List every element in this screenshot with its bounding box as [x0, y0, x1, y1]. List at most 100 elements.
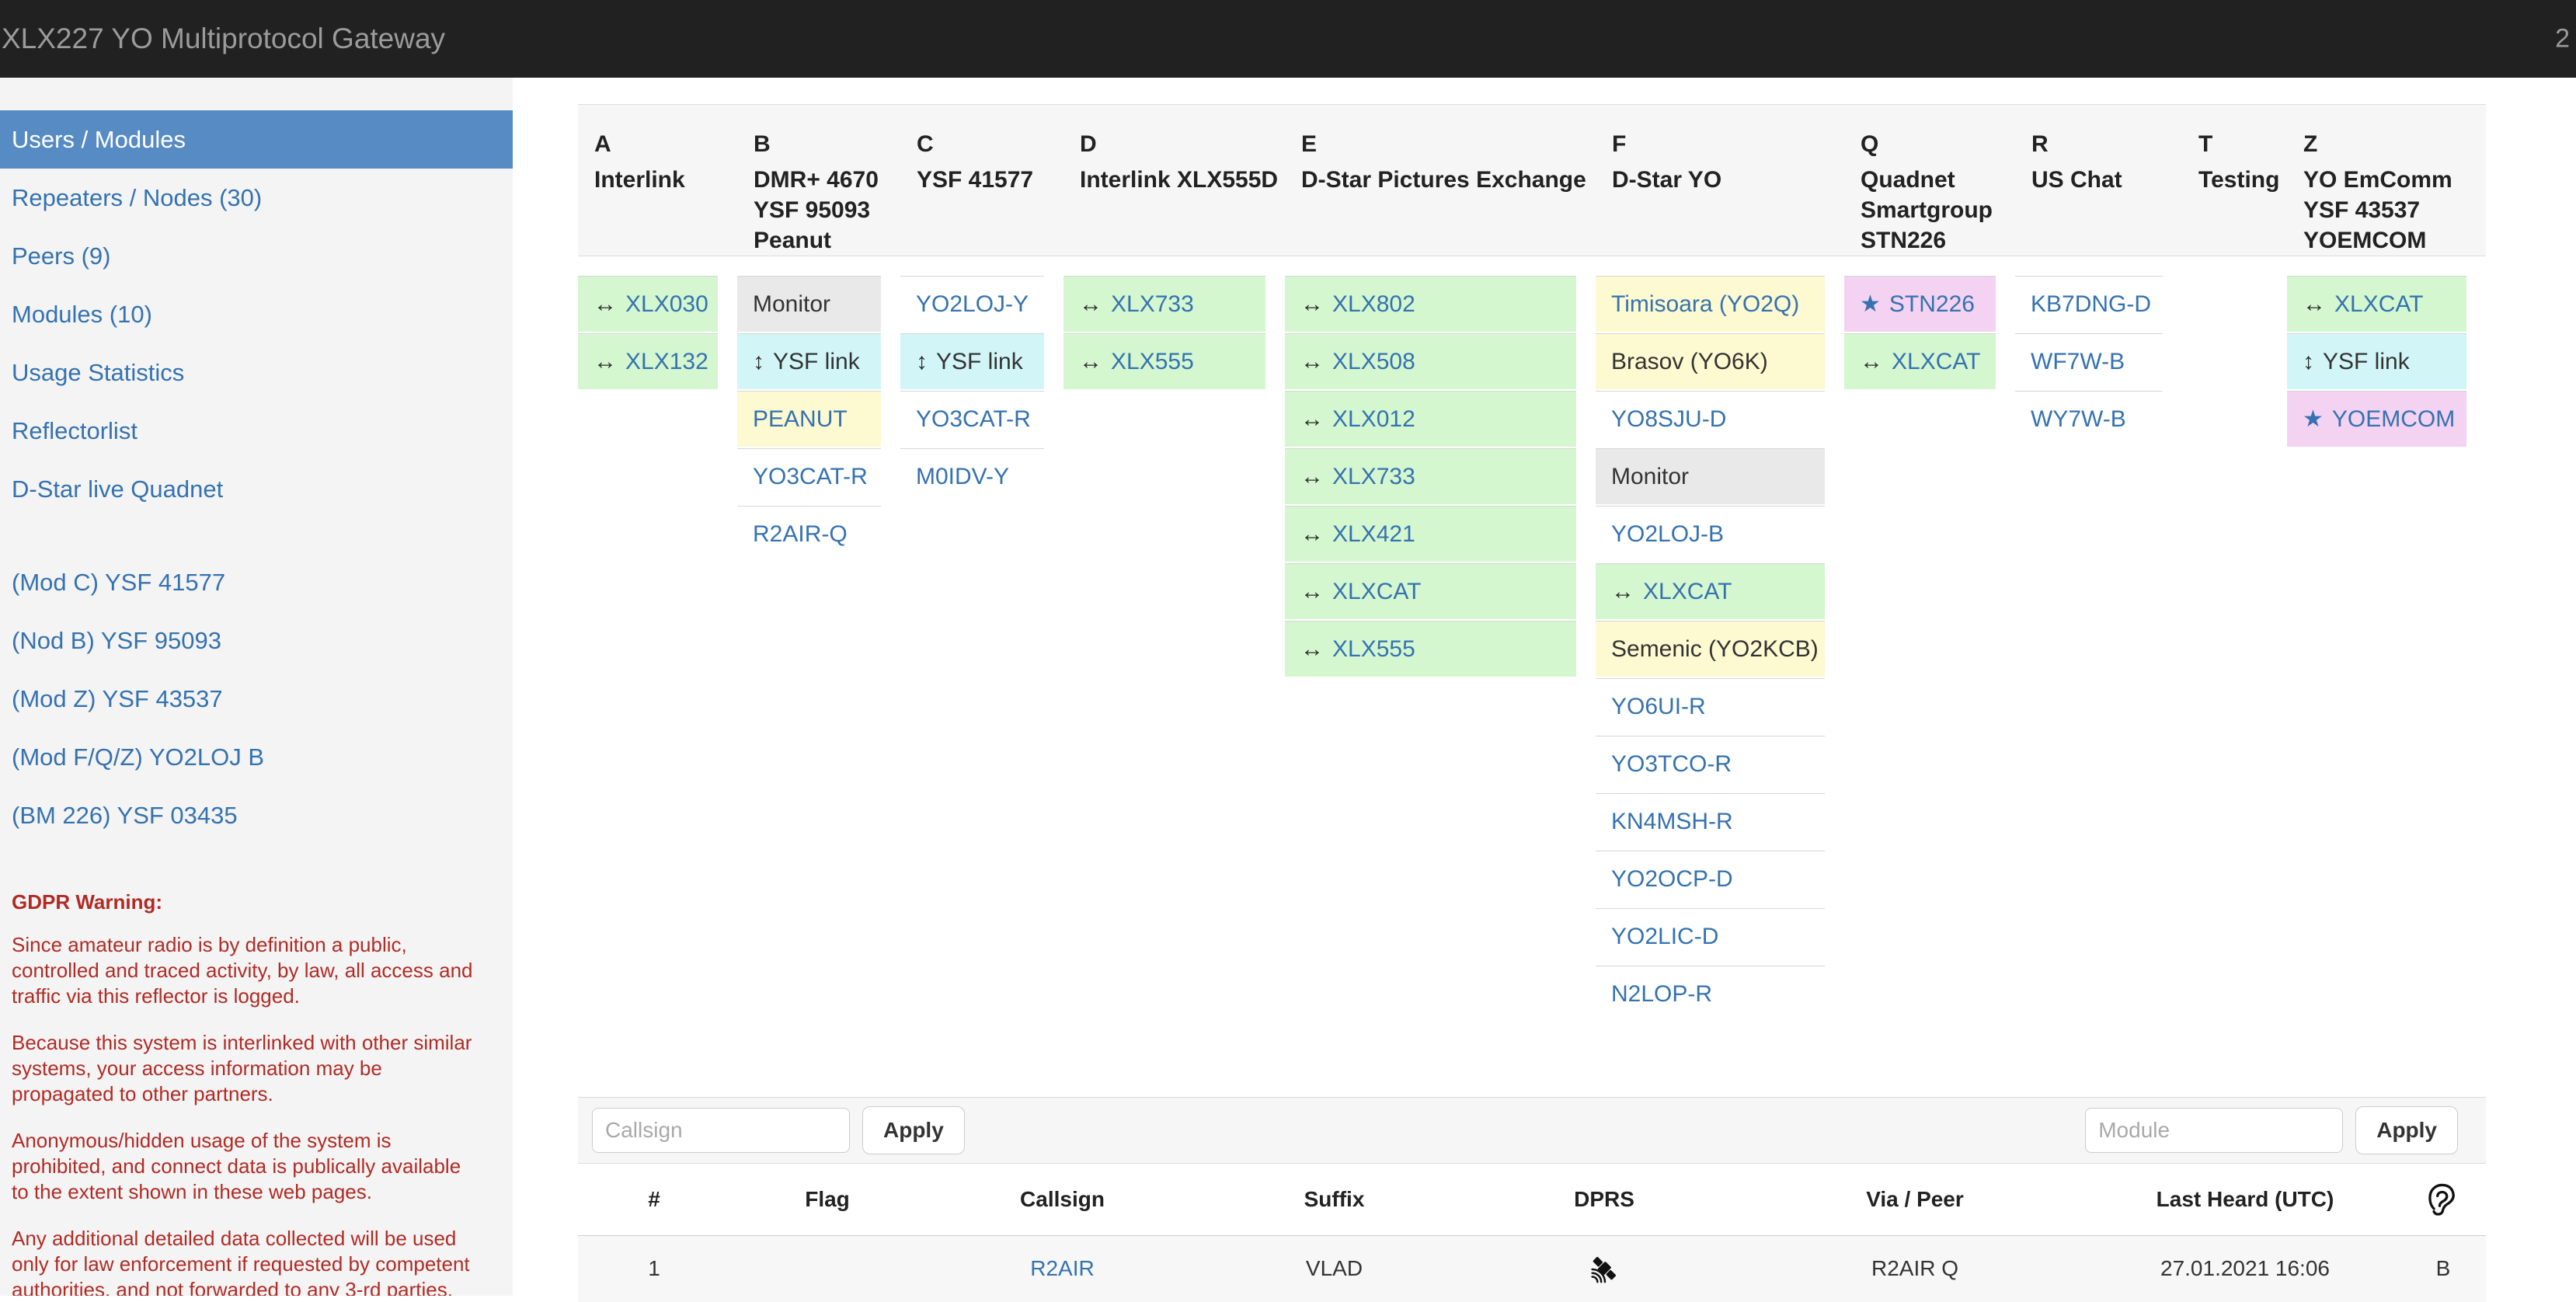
interlink-arrow-icon: ↔ [1300, 348, 1324, 374]
interlink-arrow-icon: ↔ [594, 348, 617, 374]
link-xlx421[interactable]: XLX421 [1332, 520, 1415, 547]
link-xlxcat[interactable]: XLXCAT [1892, 348, 1981, 374]
user-flag [730, 1235, 924, 1302]
module-name-ysf-43537: YSF 43537 [2303, 197, 2421, 223]
module-letter-A: A [594, 131, 611, 157]
link-xlxcat[interactable]: XLXCAT [2334, 291, 2424, 317]
link-xlx030[interactable]: XLX030 [625, 291, 708, 317]
label-semenic-yo2kcb: Semenic (YO2KCB) [1611, 635, 1819, 662]
sidebar-item-peers[interactable]: Peers (9) [12, 242, 111, 270]
gdpr-paragraph: Any additional detailed data collected w… [12, 1227, 470, 1296]
link-yo2loj-y[interactable]: YO2LOJ-Y [916, 291, 1029, 317]
module-cell-xlx555: ↔ XLX555 [1285, 621, 1576, 677]
module-name-ysf-95093: YSF 95093 [754, 197, 871, 223]
module-filter-input[interactable] [2085, 1108, 2344, 1153]
module-cell-yo8sju-d: YO8SJU-D [1596, 391, 1825, 447]
link-xlx132[interactable]: XLX132 [625, 348, 708, 374]
link-yo3tco-r[interactable]: YO3TCO-R [1611, 750, 1732, 777]
module-apply-button[interactable]: Apply [2355, 1106, 2458, 1154]
module-header-R: R US Chat [2015, 104, 2182, 256]
link-xlx508[interactable]: XLX508 [1332, 348, 1415, 374]
module-header-D: D Interlink XLX555D [1063, 104, 1285, 256]
module-cell-monitor: Monitor [737, 276, 881, 332]
link-timisoara-yo2q[interactable]: Timisoara (YO2Q) [1611, 291, 1800, 317]
link-yoemcom[interactable]: YOEMCOM [2331, 406, 2456, 432]
gdpr-title: GDPR Warning: [12, 890, 163, 914]
link-xlx555[interactable]: XLX555 [1332, 635, 1415, 662]
link-kb7dng-d[interactable]: KB7DNG-D [2031, 291, 2152, 317]
interlink-arrow-icon: ↔ [1300, 406, 1324, 432]
interlink-arrow-icon: ↔ [594, 291, 617, 317]
link-xlxcat[interactable]: XLXCAT [1643, 578, 1732, 604]
module-cell-yo2ocp-d: YO2OCP-D [1596, 851, 1825, 907]
link-m0idv-y[interactable]: M0IDV-Y [916, 463, 1010, 489]
gdpr-paragraph: Because this system is interlinked with … [12, 1031, 472, 1105]
module-cell-yo6ui-r: YO6UI-R [1596, 678, 1825, 734]
sidebar-item-dstar-live-quadnet[interactable]: D-Star live Quadnet [12, 475, 224, 503]
module-name-ysf-41577: YSF 41577 [917, 167, 1034, 193]
ysf-link-arrow-icon: ↕ [916, 348, 928, 374]
link-xlx733[interactable]: XLX733 [1111, 291, 1194, 317]
interlink-arrow-icon: ↔ [1611, 578, 1634, 604]
module-cell-yo2loj-y: YO2LOJ-Y [900, 276, 1044, 332]
user-suffix: VLAD [1200, 1235, 1468, 1302]
module-header-Q: Q Quadnet Smartgroup STN226 [1844, 104, 2015, 256]
link-peanut[interactable]: PEANUT [753, 406, 848, 432]
link-n2lop-r[interactable]: N2LOP-R [1611, 980, 1713, 1007]
sidebar-item-usage-statistics[interactable]: Usage Statistics [12, 358, 185, 386]
link-yo2lic-d[interactable]: YO2LIC-D [1611, 923, 1719, 949]
main-panel: A Interlink ↔ XLX030 ↔ XLX132 B DMR+ 4670 YSF 95… [513, 78, 2576, 1302]
link-stn226[interactable]: STN226 [1888, 291, 1975, 317]
link-wf7w-b[interactable]: WF7W-B [2031, 348, 2125, 374]
sidebar-item-mod-c-ysf-41577[interactable]: (Mod C) YSF 41577 [12, 568, 226, 596]
star-icon: ★ [1860, 291, 1881, 317]
link-yo2loj-b[interactable]: YO2LOJ-B [1611, 520, 1725, 547]
interlink-arrow-icon: ↔ [1300, 578, 1324, 604]
sidebar-item-repeaters-nodes[interactable]: Repeaters / Nodes (30) [12, 183, 263, 211]
sidebar-item-users-modules[interactable]: Users / Modules [0, 110, 513, 169]
module-name-quadnet: Quadnet [1861, 167, 1955, 193]
module-cell-xlxcat: ↔ XLXCAT [2287, 276, 2466, 332]
link-xlx012[interactable]: XLX012 [1332, 406, 1415, 432]
via-peer-column-header: Via / Peer [1740, 1164, 2090, 1236]
module-letter-R: R [2031, 131, 2049, 157]
module-cell-monitor: Monitor [1596, 448, 1825, 504]
ear-icon [2428, 1183, 2455, 1216]
link-yo2ocp-d[interactable]: YO2OCP-D [1611, 865, 1733, 892]
link-wy7w-b[interactable]: WY7W-B [2031, 406, 2126, 432]
link-yo8sju-d[interactable]: YO8SJU-D [1611, 406, 1727, 432]
module-name-interlink-xlx555d: Interlink XLX555D [1080, 167, 1279, 193]
link-xlx555[interactable]: XLX555 [1111, 348, 1194, 374]
module-cell-xlx733: ↔ XLX733 [1285, 448, 1576, 504]
module-cell-m0idv-y: M0IDV-Y [900, 448, 1044, 504]
link-xlxcat[interactable]: XLXCAT [1332, 578, 1422, 604]
module-cell-wy7w-b: WY7W-B [2015, 391, 2163, 447]
callsign-apply-button[interactable]: Apply [862, 1106, 965, 1154]
sidebar-item-reflectorlist[interactable]: Reflectorlist [12, 416, 138, 444]
sidebar-item-bm-226-ysf-03435[interactable]: (BM 226) YSF 03435 [12, 801, 238, 829]
sidebar-item-nod-b-ysf-95093[interactable]: (Nod B) YSF 95093 [12, 626, 221, 654]
user-callsign-link[interactable]: R2AIR [1030, 1256, 1095, 1281]
user-via-peer: R2AIR Q [1740, 1235, 2090, 1302]
module-header-B: B DMR+ 4670 YSF 95093 Peanut [737, 104, 900, 256]
modules-columns: A Interlink ↔ XLX030 ↔ XLX132 B DMR+ 4670 YSF 95… [578, 104, 2486, 1023]
link-yo3cat-r[interactable]: YO3CAT-R [753, 463, 868, 489]
callsign-filter-input[interactable] [592, 1108, 850, 1153]
link-yo3cat-r[interactable]: YO3CAT-R [916, 406, 1031, 432]
sidebar: Users / Modules Repeaters / Nodes (30) P… [0, 78, 513, 1296]
module-cell-wf7w-b: WF7W-B [2015, 333, 2163, 389]
link-kn4msh-r[interactable]: KN4MSH-R [1611, 808, 1733, 834]
label-ysf-link: YSF link [2323, 348, 2410, 374]
interlink-arrow-icon: ↔ [1300, 463, 1324, 489]
sidebar-item-mod-z-ysf-43537[interactable]: (Mod Z) YSF 43537 [12, 684, 223, 712]
link-r2air-q[interactable]: R2AIR-Q [753, 520, 848, 547]
link-yo6ui-r[interactable]: YO6UI-R [1611, 693, 1706, 719]
sidebar-item-modules[interactable]: Modules (10) [12, 300, 152, 328]
label-brasov-yo6k: Brasov (YO6K) [1611, 348, 1768, 374]
header-bar: XLX227 YO Multiprotocol Gateway 2 [0, 0, 2576, 78]
module-cell-xlxcat: ↔ XLXCAT [1844, 333, 1996, 389]
link-xlx802[interactable]: XLX802 [1332, 291, 1415, 317]
sidebar-item-mod-fqz-yo2loj-b[interactable]: (Mod F/Q/Z) YO2LOJ B [12, 743, 265, 771]
module-letter-Q: Q [1861, 131, 1879, 157]
link-xlx733[interactable]: XLX733 [1332, 463, 1415, 489]
